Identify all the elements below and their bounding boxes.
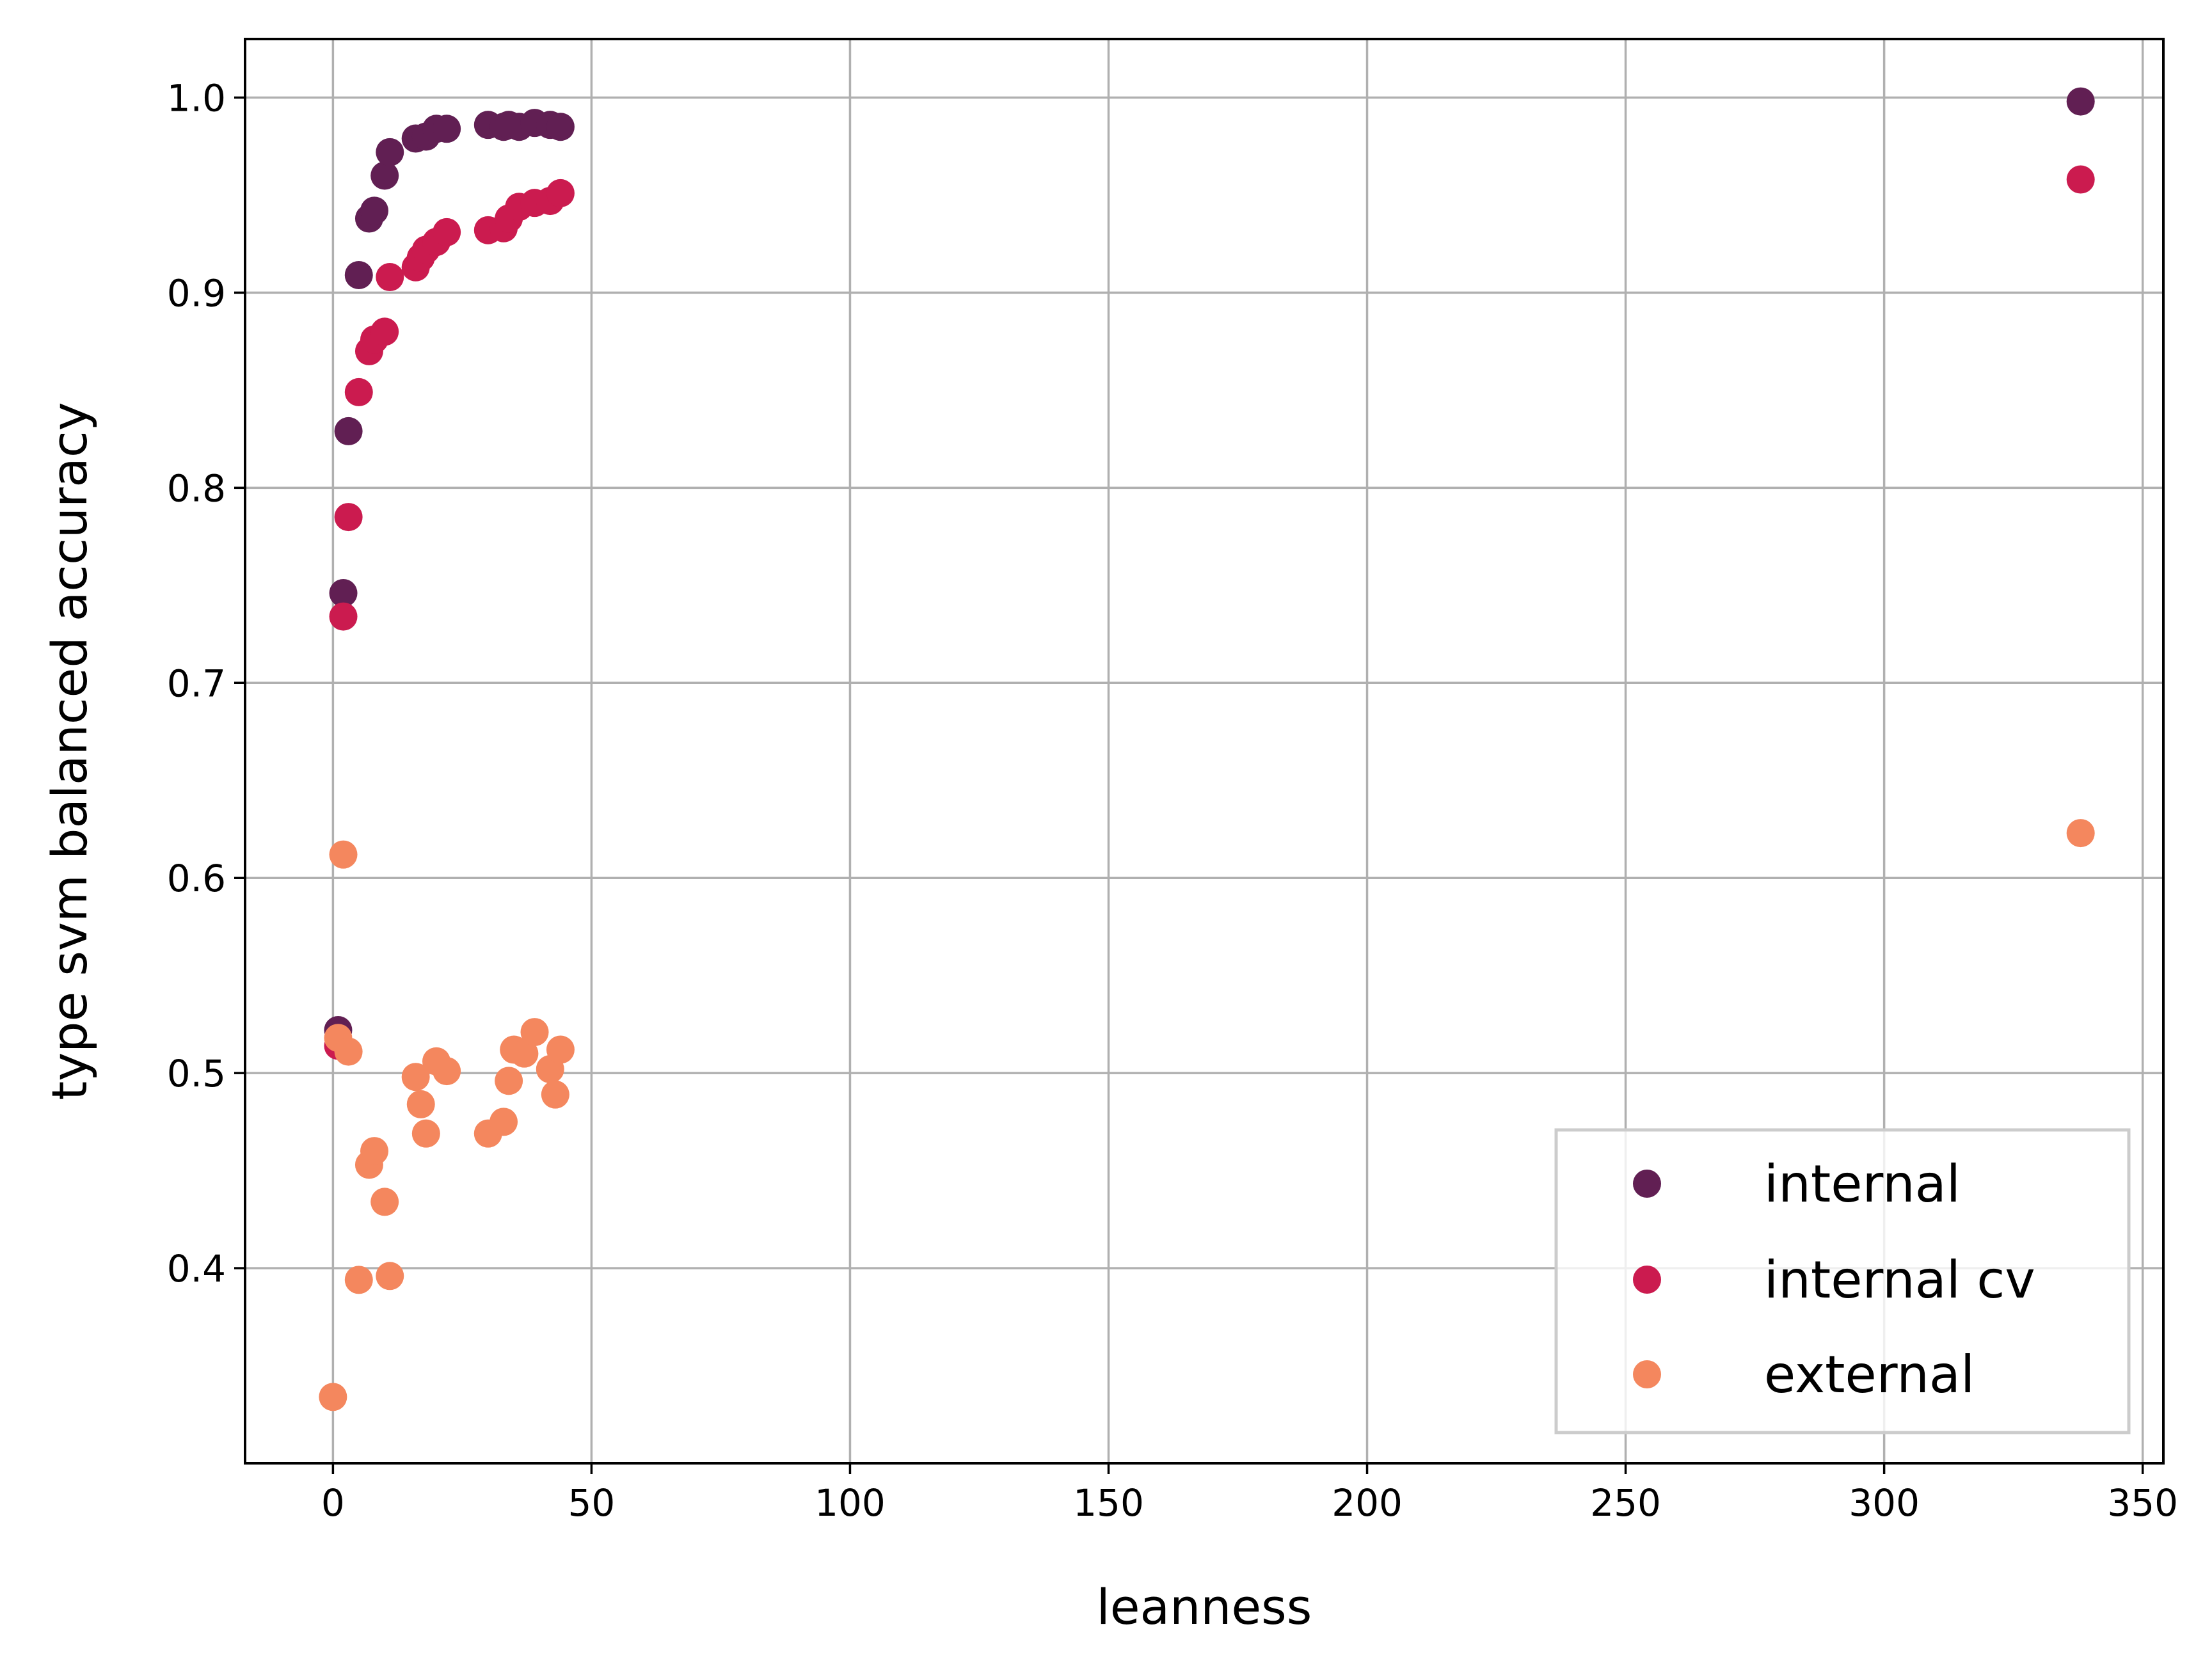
y-tick-label: 0.8 <box>167 466 226 510</box>
plot-frame <box>244 38 2165 1465</box>
data-point <box>376 138 404 166</box>
data-point <box>433 218 461 246</box>
x-tick-label: 350 <box>2107 1481 2178 1525</box>
data-point <box>329 840 358 869</box>
data-point <box>334 1037 363 1066</box>
data-point <box>370 161 399 190</box>
x-tick-label: 200 <box>1332 1481 1403 1525</box>
data-point <box>433 1057 461 1086</box>
grid <box>245 39 2163 1463</box>
axis-ticks: 0 50 100 150 200 250 300 350 0.4 0.5 0.6 0.7 0.8 0.9 1… <box>167 76 2178 1525</box>
series-external <box>319 819 2095 1411</box>
legend: internal internal cv external <box>1554 1128 2131 1434</box>
legend-label: external <box>1764 1345 1975 1404</box>
data-point <box>376 263 404 292</box>
legend-label: internal cv <box>1764 1250 2035 1310</box>
data-point <box>510 1039 539 1068</box>
y-tick-label: 0.4 <box>167 1247 226 1291</box>
data-point <box>489 1108 518 1136</box>
y-tick-label: 0.7 <box>167 662 226 705</box>
data-point <box>329 602 358 631</box>
data-point <box>541 1080 569 1109</box>
data-point <box>344 1266 373 1294</box>
y-tick-label: 0.5 <box>167 1052 226 1095</box>
data-point <box>2066 87 2095 116</box>
data-point <box>370 317 399 346</box>
x-tick-label: 300 <box>1849 1481 1920 1525</box>
data-point <box>329 579 358 608</box>
y-tick-label: 1.0 <box>167 76 226 120</box>
data-point <box>401 1063 430 1092</box>
y-tick-label: 0.9 <box>167 271 226 315</box>
data-point <box>370 1187 399 1216</box>
x-tick-label: 50 <box>568 1481 616 1525</box>
data-point <box>334 417 363 445</box>
data-point <box>2066 819 2095 848</box>
data-point <box>344 377 373 406</box>
data-point <box>406 1090 435 1118</box>
y-axis-title: type svm balanced accuracy <box>41 402 98 1100</box>
data-point <box>411 1119 440 1148</box>
legend-marker <box>1633 1170 1661 1198</box>
data-point <box>520 1018 549 1047</box>
y-tick-label: 0.6 <box>167 857 226 900</box>
data-point <box>376 1262 404 1291</box>
legend-marker <box>1633 1266 1661 1294</box>
x-tick-label: 150 <box>1073 1481 1144 1525</box>
x-tick-label: 250 <box>1590 1481 1661 1525</box>
data-point <box>546 113 575 141</box>
data-point <box>344 260 373 289</box>
x-axis-title: leanness <box>1097 1578 1312 1635</box>
data-point <box>433 115 461 143</box>
data-point <box>360 1137 389 1166</box>
data-point <box>546 1035 575 1064</box>
data-point <box>2066 165 2095 194</box>
x-tick-label: 0 <box>321 1481 345 1525</box>
data-point <box>546 179 575 207</box>
series-internal-cv <box>324 165 2095 1060</box>
data-points <box>319 87 2095 1411</box>
legend-marker <box>1633 1360 1661 1388</box>
series-internal <box>324 87 2095 1045</box>
legend-label: internal <box>1764 1154 1961 1214</box>
data-point <box>360 196 389 225</box>
data-point <box>319 1383 347 1411</box>
data-point <box>495 1067 523 1095</box>
x-tick-label: 100 <box>815 1481 886 1525</box>
data-point <box>334 503 363 532</box>
